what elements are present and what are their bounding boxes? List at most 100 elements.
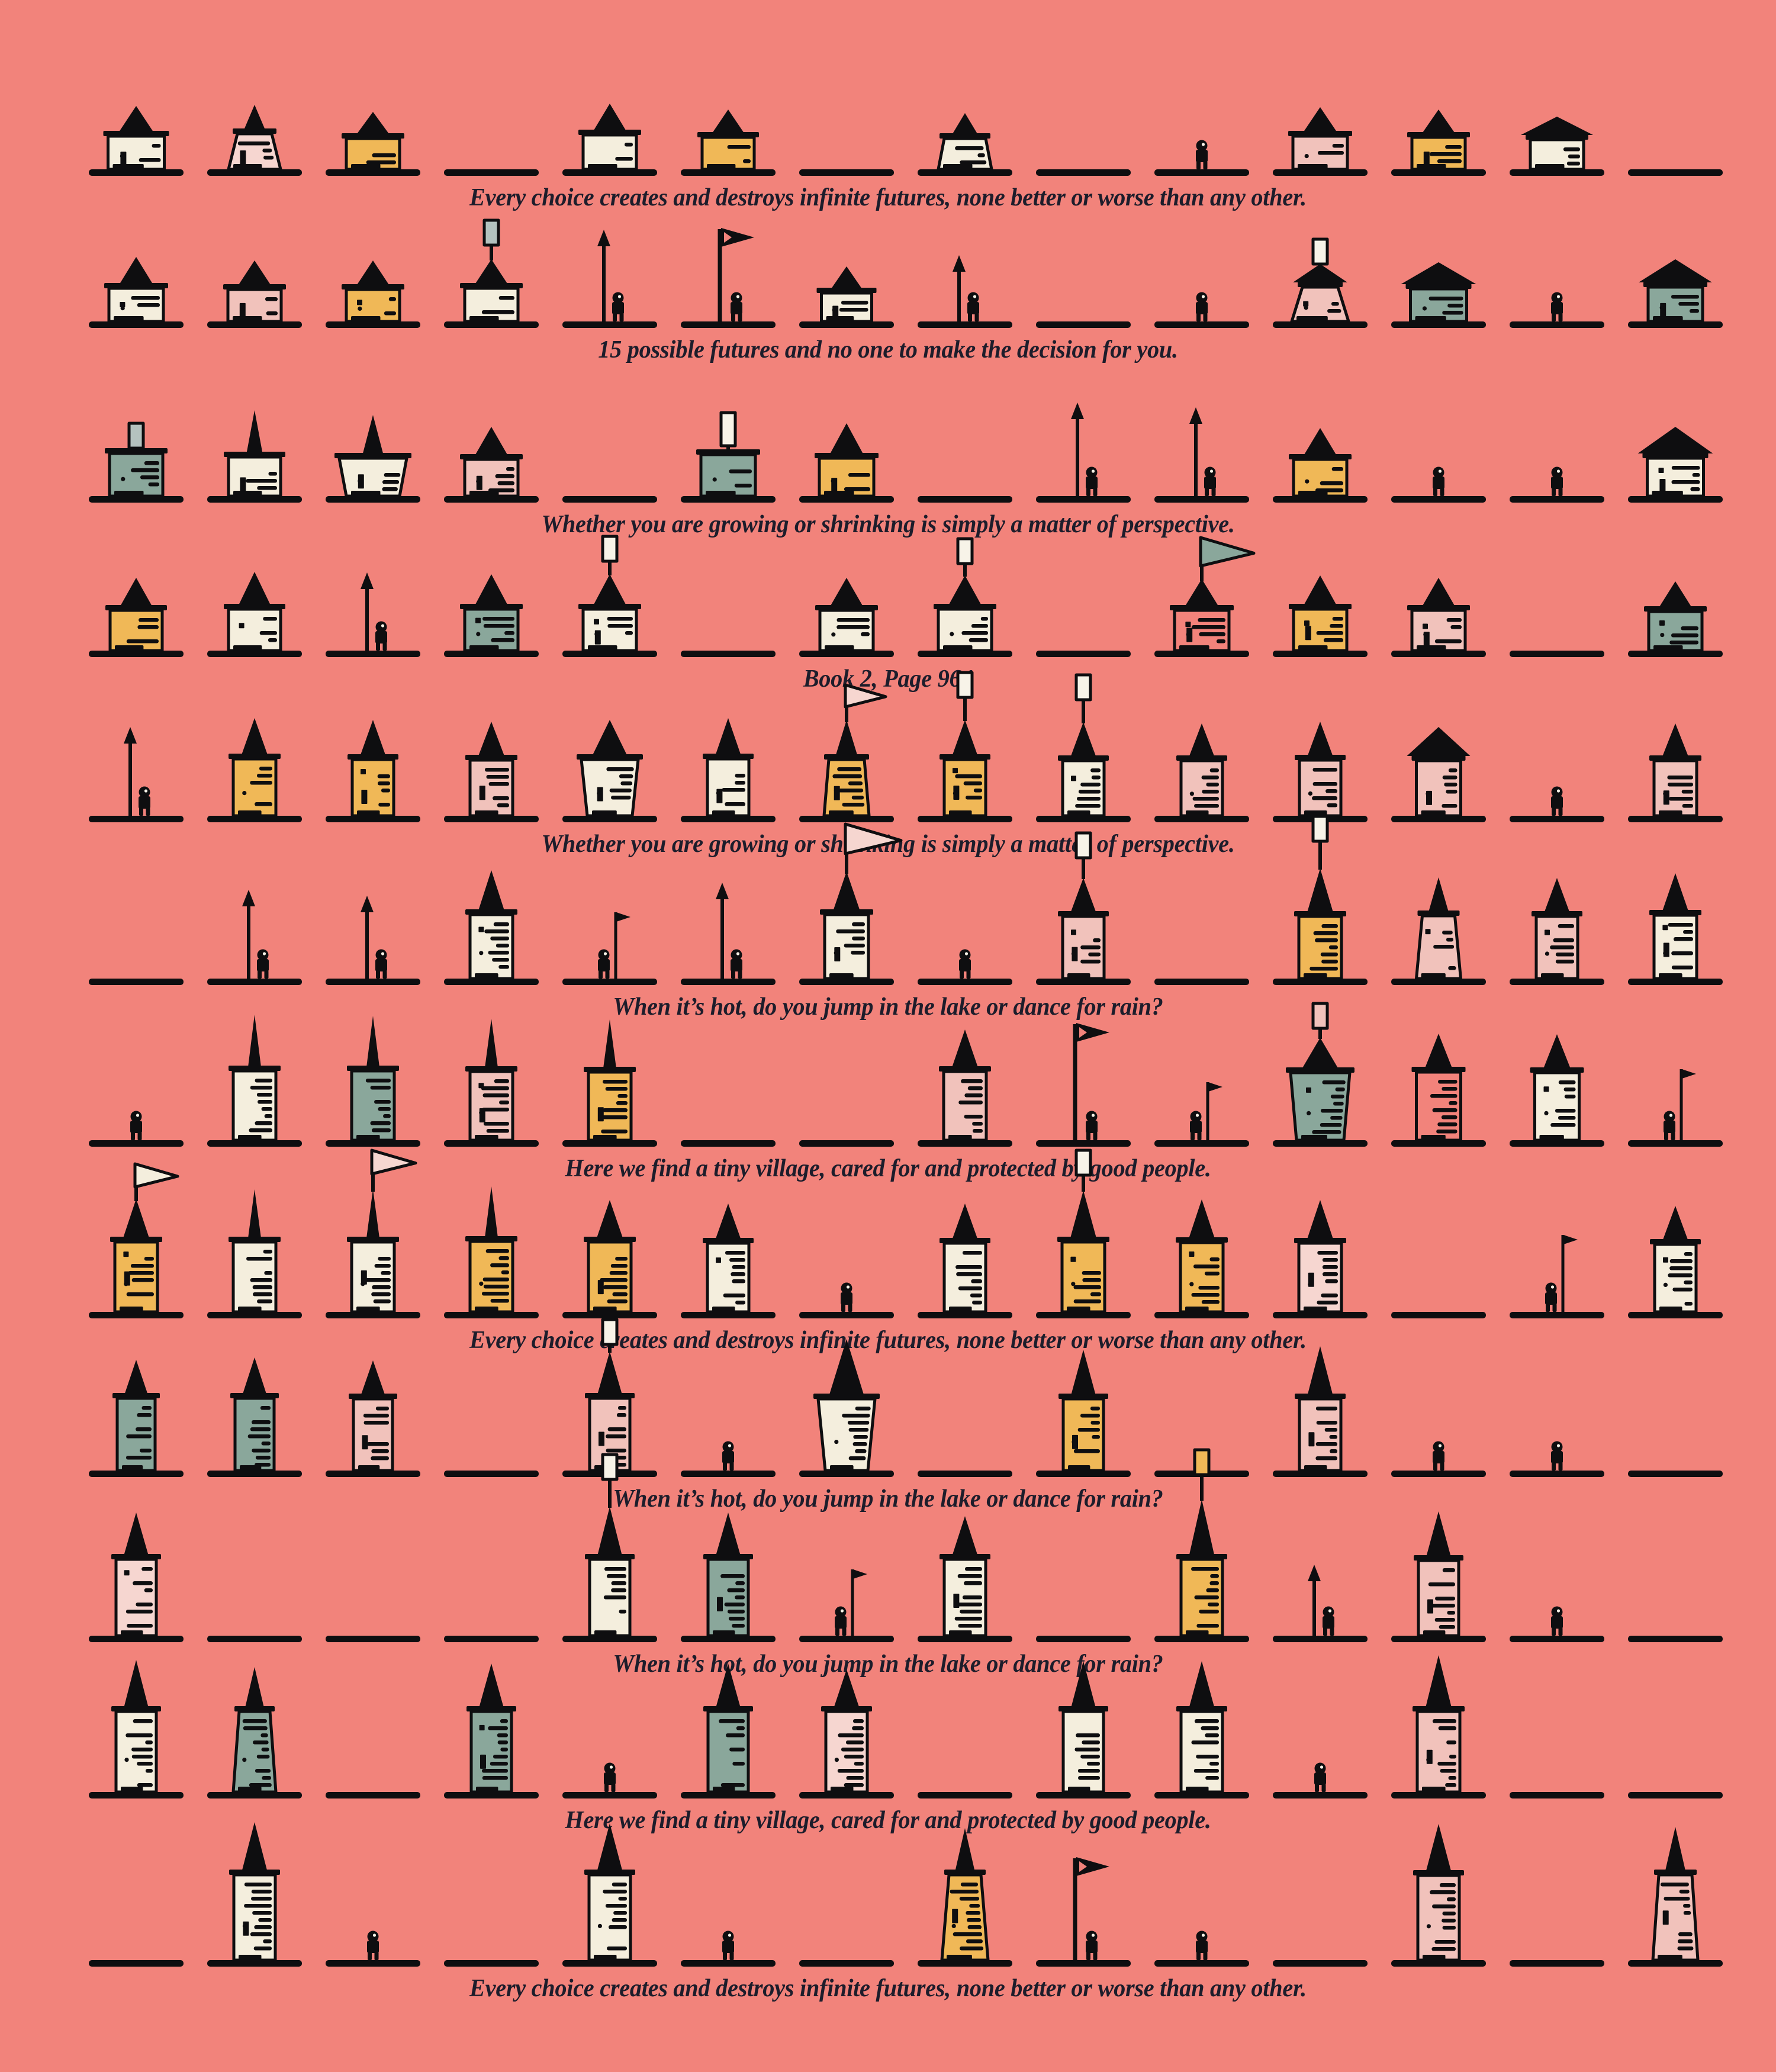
- window-dot: [120, 154, 124, 159]
- wall-stripe: [1434, 1618, 1455, 1622]
- roof: [831, 266, 862, 288]
- wall-stripe: [1091, 776, 1101, 780]
- wall-stripe: [844, 487, 870, 491]
- ground-line: [1510, 321, 1604, 328]
- person-head: [1551, 786, 1563, 798]
- pole: [1073, 1858, 1077, 1960]
- roof: [949, 575, 981, 604]
- roof-beam: [578, 604, 641, 609]
- wall-stripe: [126, 639, 159, 644]
- roof: [242, 718, 268, 754]
- person-body: [1204, 477, 1216, 489]
- wall-stripe: [482, 1776, 508, 1780]
- wall-stripe: [1316, 1421, 1337, 1425]
- window-dot: [479, 1281, 484, 1286]
- plot-slot: [326, 1636, 420, 1642]
- house: [111, 1513, 161, 1637]
- roof: [1189, 1500, 1214, 1555]
- wall-stripe: [1428, 297, 1463, 301]
- wall-stripe: [1194, 1719, 1219, 1723]
- plot-slot: [444, 1471, 539, 1477]
- plot-slot: [1036, 651, 1131, 657]
- door: [953, 1594, 960, 1608]
- wall-stripe: [1431, 1947, 1456, 1951]
- roof-beam: [1176, 1706, 1227, 1711]
- person-head: [835, 1606, 847, 1618]
- wall-stripe: [1323, 1272, 1338, 1276]
- wall-stripe: [960, 160, 987, 165]
- window: [475, 617, 481, 623]
- roof-beam: [1058, 755, 1109, 761]
- ground-line: [1036, 1471, 1131, 1477]
- ground-line: [1036, 1636, 1131, 1642]
- plot-slot: [1154, 292, 1249, 328]
- wall-stripe: [852, 1442, 867, 1446]
- base-shadow: [713, 1787, 735, 1792]
- person-leg: [1433, 488, 1437, 496]
- wall-stripe: [1090, 1421, 1100, 1425]
- plot-slot: [1154, 1082, 1249, 1147]
- wall-stripe: [1447, 1897, 1456, 1902]
- wall-stripe: [126, 1610, 153, 1614]
- window-dot: [831, 632, 836, 637]
- person-eye: [617, 295, 622, 298]
- window: [239, 623, 244, 629]
- door: [599, 1431, 604, 1446]
- plot-slot: [918, 949, 1012, 985]
- person-body: [367, 1941, 379, 1953]
- roof: [1189, 1199, 1215, 1238]
- wall-stripe: [967, 1086, 983, 1090]
- wall-stripe: [1321, 960, 1338, 964]
- wall-stripe: [1315, 1442, 1337, 1446]
- wall-stripe: [728, 1617, 745, 1621]
- wall-stripe: [612, 1883, 627, 1887]
- plot-slot: [1628, 723, 1723, 822]
- ground-line: [207, 321, 302, 328]
- roof: [830, 423, 863, 453]
- person-leg: [1546, 1304, 1550, 1312]
- base-shadow: [469, 645, 499, 651]
- ground-line: [1154, 651, 1249, 657]
- wall-stripe: [253, 1740, 269, 1745]
- roof-beam: [110, 1237, 162, 1242]
- roof-beam: [824, 754, 869, 760]
- wall-stripe: [264, 1114, 272, 1118]
- roof-beam: [334, 453, 411, 458]
- wall-stripe: [1677, 1946, 1694, 1951]
- village-row: [89, 1822, 1723, 1967]
- wall-stripe: [490, 1263, 509, 1267]
- person-eye: [846, 1285, 850, 1289]
- wall-stripe: [616, 1101, 628, 1105]
- house: [584, 1823, 635, 1962]
- wall-stripe: [726, 1733, 745, 1738]
- wall-stripe: [1320, 1123, 1342, 1127]
- ground-line: [681, 1636, 776, 1642]
- roof: [362, 415, 384, 453]
- base-shadow: [592, 810, 617, 816]
- person-figure: [1086, 1111, 1098, 1140]
- ground-line: [681, 1312, 776, 1318]
- ground-line: [1391, 651, 1486, 657]
- pole: [851, 1569, 854, 1636]
- person-figure: [604, 1762, 616, 1792]
- house: [224, 410, 285, 498]
- plot-slot: [1273, 815, 1368, 985]
- person-figure: [1196, 140, 1208, 169]
- house: [1401, 262, 1476, 323]
- roof: [716, 1513, 741, 1555]
- ground-line: [681, 1792, 776, 1798]
- wall-stripe: [837, 1769, 864, 1773]
- wall-stripe: [1442, 776, 1458, 780]
- wall-stripe: [617, 1094, 628, 1098]
- wall-stripe: [253, 1292, 272, 1296]
- wall-stripe: [133, 1719, 153, 1723]
- person-leg: [1191, 1132, 1195, 1140]
- roof-beam: [1642, 453, 1709, 458]
- person-eye: [736, 952, 740, 955]
- roof-beam: [1294, 1238, 1346, 1243]
- person-figure: [841, 1282, 852, 1312]
- house: [1295, 1346, 1346, 1472]
- wall-stripe: [1555, 960, 1574, 964]
- base-shadow: [1658, 1955, 1682, 1960]
- window-dot: [1308, 1282, 1312, 1287]
